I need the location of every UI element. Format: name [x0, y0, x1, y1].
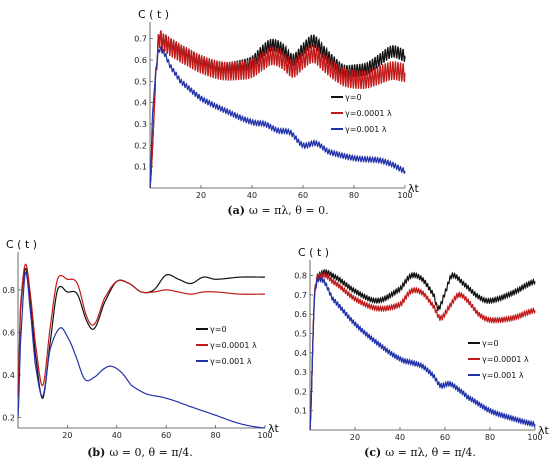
- x-tick-label: 40: [112, 431, 122, 440]
- x-tick-label: 100: [397, 191, 412, 200]
- y-tick-label: 0.6: [294, 310, 307, 319]
- y-tick-label: 0.1: [294, 407, 307, 416]
- x-axis-label: λt: [408, 182, 420, 195]
- y-tick-label: 0.6: [2, 328, 15, 337]
- caption-text: ω = πλ, θ = π/4.: [385, 446, 476, 459]
- legend-label: γ=0: [482, 339, 499, 348]
- caption-tag: (b): [87, 446, 105, 459]
- x-tick-label: 60: [440, 433, 450, 442]
- legend-label: γ=0.001 λ: [482, 371, 524, 380]
- y-tick-label: 0.8: [2, 286, 15, 295]
- y-tick-label: 0.4: [134, 99, 147, 108]
- chart-panel-c: 20 40 60 80 100 0.1 0.2 0.3 0.4 0.5 0.6 0.7 0.8 C ( t…: [294, 246, 549, 459]
- x-tick-label: 100: [257, 431, 272, 440]
- legend-label: γ=0.001 λ: [345, 125, 387, 134]
- legend-label: γ=0.0001 λ: [210, 341, 257, 350]
- caption-text: ω = 0, θ = π/4.: [109, 446, 192, 459]
- x-tick-label: 20: [196, 191, 206, 200]
- y-axis-label: C ( t ): [298, 246, 329, 259]
- y-tick-label: 0.4: [294, 349, 307, 358]
- y-tick-label: 0.5: [294, 330, 307, 339]
- x-tick-label: 40: [395, 433, 405, 442]
- series-line-2: [149, 45, 406, 189]
- legend-label: γ=0.001 λ: [210, 357, 252, 366]
- legend-label: γ=0: [210, 325, 227, 334]
- panel-caption: (b) ω = 0, θ = π/4.: [87, 446, 193, 459]
- legend-label: γ=0: [345, 93, 362, 102]
- series-line-2: [309, 275, 536, 431]
- series-line-1: [149, 30, 406, 189]
- chart-panel-b: 20 40 60 80 100 0.2 0.4 0.6 0.8 C ( t ) λt γ=0 γ=0.0…: [2, 238, 279, 459]
- y-tick-label: 0.1: [134, 163, 147, 172]
- legend-label: γ=0.0001 λ: [482, 355, 529, 364]
- x-tick-label: 20: [350, 433, 360, 442]
- x-tick-label: 100: [527, 433, 542, 442]
- x-axis-label: λt: [268, 422, 280, 435]
- series-line-0: [309, 268, 536, 431]
- y-tick-label: 0.2: [294, 387, 307, 396]
- y-tick-label: 0.3: [134, 120, 147, 129]
- y-tick-label: 0.2: [134, 141, 147, 150]
- caption-text: ω = πλ, θ = 0.: [249, 204, 329, 217]
- x-tick-label: 80: [349, 191, 359, 200]
- y-axis-label: C ( t ): [138, 8, 169, 21]
- y-tick-label: 0.7: [134, 35, 147, 44]
- series-line-2: [17, 271, 266, 429]
- y-tick-label: 0.7: [294, 291, 307, 300]
- panel-caption: (c) ω = πλ, θ = π/4.: [364, 446, 476, 459]
- caption-tag: (a): [227, 204, 245, 217]
- y-tick-label: 0.4: [2, 371, 15, 380]
- y-tick-label: 0.5: [134, 77, 147, 86]
- y-tick-label: 0.3: [294, 368, 307, 377]
- y-axis-label: C ( t ): [6, 238, 37, 251]
- x-tick-label: 60: [161, 431, 171, 440]
- x-axis-label: λt: [538, 424, 550, 437]
- y-tick-label: 0.8: [294, 272, 307, 281]
- y-tick-label: 0.6: [134, 56, 147, 65]
- series-line-1: [309, 271, 536, 431]
- legend-label: γ=0.0001 λ: [345, 109, 392, 118]
- x-tick-label: 40: [247, 191, 257, 200]
- x-tick-label: 20: [62, 431, 72, 440]
- panel-caption: (a) ω = πλ, θ = 0.: [227, 204, 328, 217]
- chart-panel-a: 20 40 60 80 100 0.1 0.2 0.3 0.4 0.5 0.6 0.7 C ( t ) λ…: [134, 8, 419, 217]
- y-tick-label: 0.2: [2, 413, 15, 422]
- series-line-1: [17, 263, 265, 397]
- x-tick-label: 80: [211, 431, 221, 440]
- x-tick-label: 80: [485, 433, 495, 442]
- caption-tag: (c): [364, 446, 381, 459]
- x-tick-label: 60: [298, 191, 308, 200]
